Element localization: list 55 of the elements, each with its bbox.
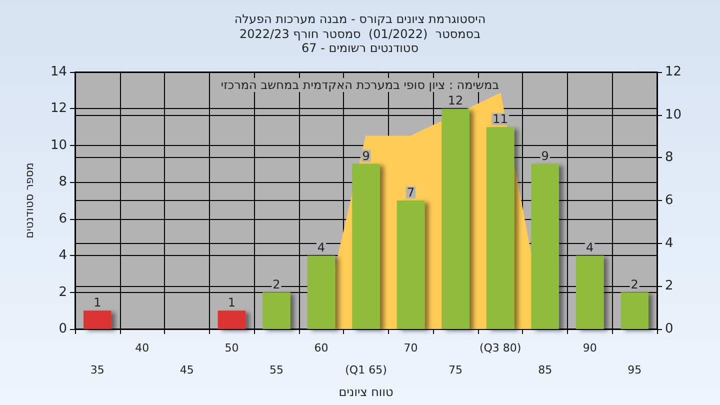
y2-tick-label: 8 [665,150,674,166]
x-tick-label: (Q1 65) [345,364,387,376]
y-tick-label: 10 [50,138,67,153]
data-label: 1 [94,296,102,310]
x-tick-label: 90 [582,342,597,354]
y-tick-label: 2 [58,284,67,300]
y-tick-label: 14 [50,64,67,80]
bar [352,164,380,329]
bar [307,256,336,329]
x-tick-label: 45 [180,364,194,376]
bar [218,310,246,329]
data-label: 4 [317,240,326,255]
data-label: 1 [228,296,236,310]
y2-tick-label: 0 [665,322,674,336]
bar [442,108,470,329]
bar [486,127,514,329]
x-tick-label: 85 [538,364,552,376]
y2-tick-label: 2 [665,278,674,294]
data-label: 2 [272,277,280,292]
bar [84,310,112,329]
x-tick-label: 35 [90,364,104,376]
x-tick-label: 60 [314,342,328,354]
data-label: 9 [541,148,549,163]
y-tick-label: 8 [58,174,67,190]
x-tick-label: 70 [404,342,418,354]
y2-tick-label: 4 [665,236,674,251]
data-label: 11 [492,112,508,126]
bar [531,164,559,329]
x-tick-label: 50 [224,342,239,354]
data-label: 4 [586,240,594,255]
x-tick-label: 40 [135,342,150,354]
x-axis-title: טווח ציונים [338,384,394,399]
chart-title: היסטוגרמת ציונים בקורס - מבנה מערכות הפעלה [234,12,486,26]
bar [262,292,290,329]
bar [396,200,425,329]
y-axis-title: מספר סטודנטים [23,162,36,238]
x-tick-label: 75 [448,364,463,376]
y2-tick-label: 10 [665,107,682,122]
y-tick-label: 0 [58,322,67,336]
y-tick-label: 6 [58,211,67,226]
chart-subtitle: בסמסטר (01/2022) סמסטר חורף 2022/23 סטודנטים רשומים - 67 [239,27,481,55]
data-label: 7 [406,186,415,200]
y-tick-label: 4 [58,248,67,264]
x-tick-label: 55 [269,364,284,376]
x-tick-label: 95 [628,364,642,376]
y2-tick-label: 6 [665,193,674,208]
data-label: 2 [630,277,638,292]
data-label: 12 [448,94,464,108]
x-tick-label: (Q3 80) [479,342,522,354]
bar [620,292,648,329]
data-label: 9 [362,148,370,163]
bar [576,256,604,329]
y-tick-label: 12 [50,101,67,116]
annotation: במשימה : ציון סופי במערכת האקדמית במחשב המרכזי [220,78,500,92]
y2-tick-label: 12 [665,64,682,80]
